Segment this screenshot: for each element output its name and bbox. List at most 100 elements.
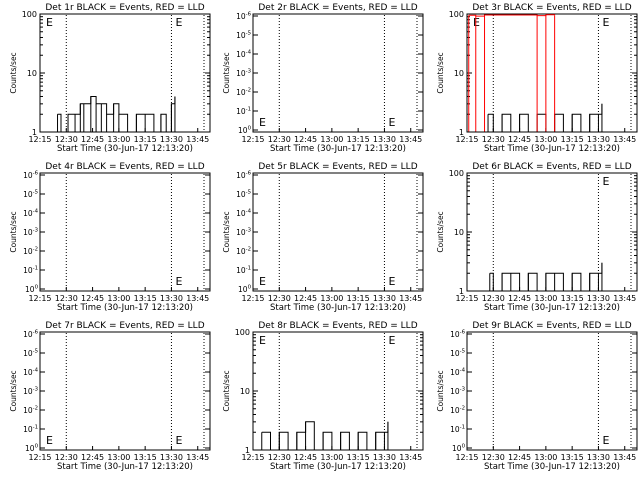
x-tick-label: 12:15 — [241, 453, 264, 462]
y-tick-label: 100 — [449, 169, 464, 178]
y-tick-label: 10-2 — [23, 247, 38, 256]
y-tick-label: 10-1 — [23, 425, 38, 434]
x-tick-label: 13:45 — [613, 135, 636, 144]
x-tick-label: 12:15 — [455, 135, 478, 144]
x-tick-label: 12:45 — [508, 453, 531, 462]
e-label: E — [388, 275, 395, 288]
x-tick-label: 13:30 — [587, 453, 610, 462]
x-tick-label: 12:30 — [268, 453, 291, 462]
y-tick-label: 100 — [449, 10, 464, 19]
y-tick-label: 10-6 — [236, 12, 251, 21]
x-axis-label: Start Time (30-Jun-17 12:13:20) — [484, 144, 620, 154]
y-tick-label: 10-1 — [236, 107, 251, 116]
e-label: E — [602, 16, 609, 29]
y-tick-label: 10 — [240, 387, 250, 396]
e-label: E — [175, 16, 182, 29]
x-tick-label: 13:30 — [587, 294, 610, 303]
y-tick-label: 100 — [452, 444, 466, 453]
y-tick-label: 10-2 — [236, 247, 251, 256]
panel-det-5: Det 5r BLACK = Events, RED = LLD 12:15 12:… — [222, 162, 424, 313]
x-tick-label: 13:00 — [534, 294, 557, 303]
y-tick-label: 10-2 — [23, 406, 38, 415]
x-tick-label: 12:45 — [81, 453, 104, 462]
y-tick-label: 1 — [245, 446, 250, 455]
x-axis-label: Start Time (30-Jun-17 12:13:20) — [270, 303, 406, 313]
x-tick-label: 13:45 — [186, 453, 209, 462]
x-tick-label: 13:15 — [134, 294, 157, 303]
panel-det-2: Det 2r BLACK = Events, RED = LLD 12:15 12:… — [222, 3, 424, 154]
y-tick-label: 10-6 — [236, 171, 251, 180]
x-tick-label: 13:45 — [613, 294, 636, 303]
y-axis-label: Counts/sec — [436, 370, 445, 411]
plot-frame — [252, 172, 424, 292]
panel-title: Det 8r BLACK = Events, RED = LLD — [258, 321, 417, 331]
y-tick-label: 10-4 — [236, 209, 251, 218]
panel-det-9: Det 9r BLACK = Events, RED = LLD 12:15 12:… — [436, 321, 638, 472]
y-tick-label: 10-5 — [236, 190, 251, 199]
x-tick-label: 12:30 — [268, 294, 291, 303]
plot-frame — [39, 172, 211, 292]
y-tick-label: 1 — [459, 128, 464, 137]
plot-frame — [39, 331, 211, 451]
y-tick-label: 100 — [25, 285, 39, 294]
e-label: E — [388, 116, 395, 129]
data-series-lld — [468, 14, 556, 17]
x-tick-label: 13:45 — [399, 135, 422, 144]
y-tick-label: 10 — [27, 69, 37, 78]
x-tick-label: 13:00 — [107, 294, 130, 303]
x-tick-label: 13:00 — [320, 453, 343, 462]
y-tick-label: 10-3 — [23, 387, 38, 396]
y-tick-label: 100 — [25, 444, 39, 453]
y-tick-label: 10-3 — [236, 69, 251, 78]
x-tick-label: 13:00 — [107, 453, 130, 462]
y-tick-label: 10-5 — [236, 31, 251, 40]
x-tick-label: 13:00 — [534, 453, 557, 462]
x-tick-label: 12:15 — [28, 453, 51, 462]
x-tick-label: 12:30 — [55, 294, 78, 303]
panel-title: Det 3r BLACK = Events, RED = LLD — [472, 3, 631, 13]
y-tick-label: 1 — [32, 128, 37, 137]
data-series-events — [57, 96, 176, 133]
e-label: E — [259, 275, 266, 288]
y-tick-label: 10-6 — [23, 171, 38, 180]
x-tick-label: 12:45 — [508, 135, 531, 144]
panel-title: Det 6r BLACK = Events, RED = LLD — [472, 162, 631, 172]
panel-det-8: Det 8r BLACK = Events, RED = LLD 12:15 12:… — [222, 321, 424, 472]
x-tick-label: 12:15 — [241, 294, 264, 303]
x-axis-label: Start Time (30-Jun-17 12:13:20) — [57, 462, 193, 472]
y-tick-label: 10-2 — [450, 406, 465, 415]
x-tick-label: 12:45 — [294, 294, 317, 303]
x-tick-label: 13:00 — [320, 294, 343, 303]
x-tick-label: 13:45 — [613, 453, 636, 462]
y-axis-label: Counts/sec — [9, 370, 18, 411]
panel-det-6: Det 6r BLACK = Events, RED = LLD 12:15 12:… — [436, 162, 638, 313]
x-axis-label: Start Time (30-Jun-17 12:13:20) — [57, 303, 193, 313]
y-tick-label: 100 — [22, 10, 37, 19]
x-tick-label: 13:45 — [399, 453, 422, 462]
panel-title: Det 9r BLACK = Events, RED = LLD — [472, 321, 631, 331]
panel-title: Det 2r BLACK = Events, RED = LLD — [258, 3, 417, 13]
e-label: E — [175, 434, 182, 447]
panel-title: Det 4r BLACK = Events, RED = LLD — [45, 162, 204, 172]
x-tick-label: 13:15 — [561, 135, 584, 144]
panel-title: Det 5r BLACK = Events, RED = LLD — [258, 162, 417, 172]
y-tick-label: 10-3 — [236, 228, 251, 237]
x-tick-label: 12:45 — [508, 294, 531, 303]
x-tick-label: 12:15 — [455, 453, 478, 462]
x-tick-label: 12:30 — [482, 453, 505, 462]
y-axis-label: Counts/sec — [222, 370, 231, 411]
e-label: E — [175, 275, 182, 288]
y-tick-label: 10-5 — [23, 190, 38, 199]
x-tick-label: 13:15 — [347, 135, 370, 144]
y-tick-label: 10-6 — [450, 330, 465, 339]
x-axis-label: Start Time (30-Jun-17 12:13:20) — [57, 144, 193, 154]
x-tick-label: 13:15 — [561, 294, 584, 303]
x-tick-label: 13:30 — [373, 294, 396, 303]
data-series-events — [488, 103, 603, 133]
e-label: E — [473, 16, 480, 29]
y-tick-label: 10-3 — [450, 387, 465, 396]
x-tick-label: 13:00 — [320, 135, 343, 144]
y-axis-label: Counts/sec — [222, 52, 231, 93]
x-tick-label: 12:30 — [482, 135, 505, 144]
x-tick-label: 13:30 — [373, 135, 396, 144]
